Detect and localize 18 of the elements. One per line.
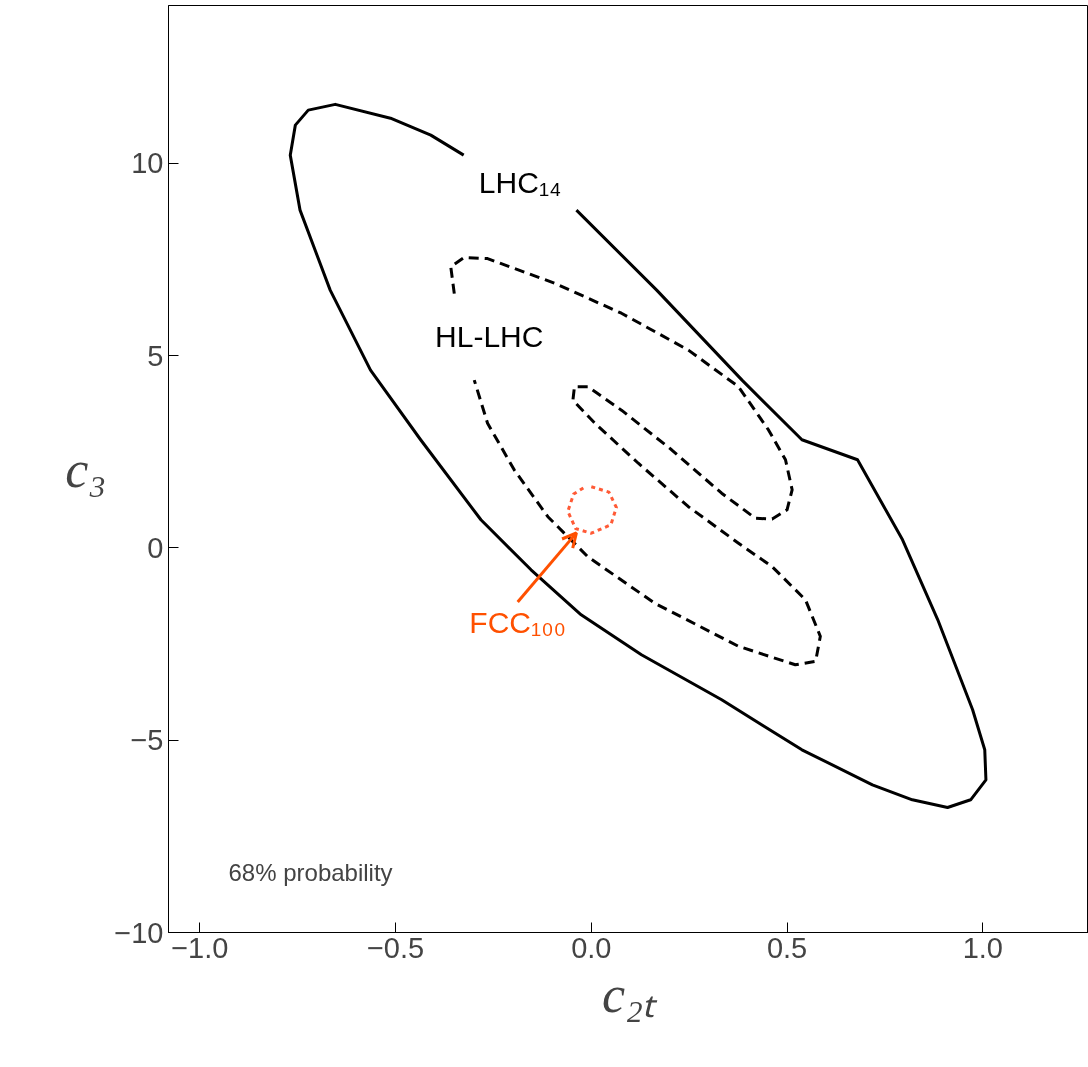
x-tick-label: 0.5 <box>766 931 808 964</box>
x-tick-label: −0.5 <box>366 931 425 964</box>
y-axis-title: c₃ <box>65 440 107 498</box>
line-series <box>288 102 988 809</box>
y-tick-label: −5 <box>130 724 164 757</box>
x-tick-label: 0.0 <box>571 931 612 964</box>
x-tick-label: 1.0 <box>962 931 1003 964</box>
y-tick-label: 0 <box>147 531 164 564</box>
series-label: HL-LHC <box>435 320 544 354</box>
x-axis-title: c₂ₜ <box>601 965 659 1023</box>
annotation: FCC₁₀₀ <box>469 605 567 639</box>
annotation: 68% probability <box>228 859 393 886</box>
line-series <box>566 485 618 535</box>
y-tick-label: 10 <box>131 147 164 180</box>
x-tick-label: −1.0 <box>171 931 229 964</box>
y-tick-label: 5 <box>147 339 164 372</box>
y-tick-label: −10 <box>114 916 164 949</box>
series-label: LHC₁₄ <box>478 166 562 200</box>
